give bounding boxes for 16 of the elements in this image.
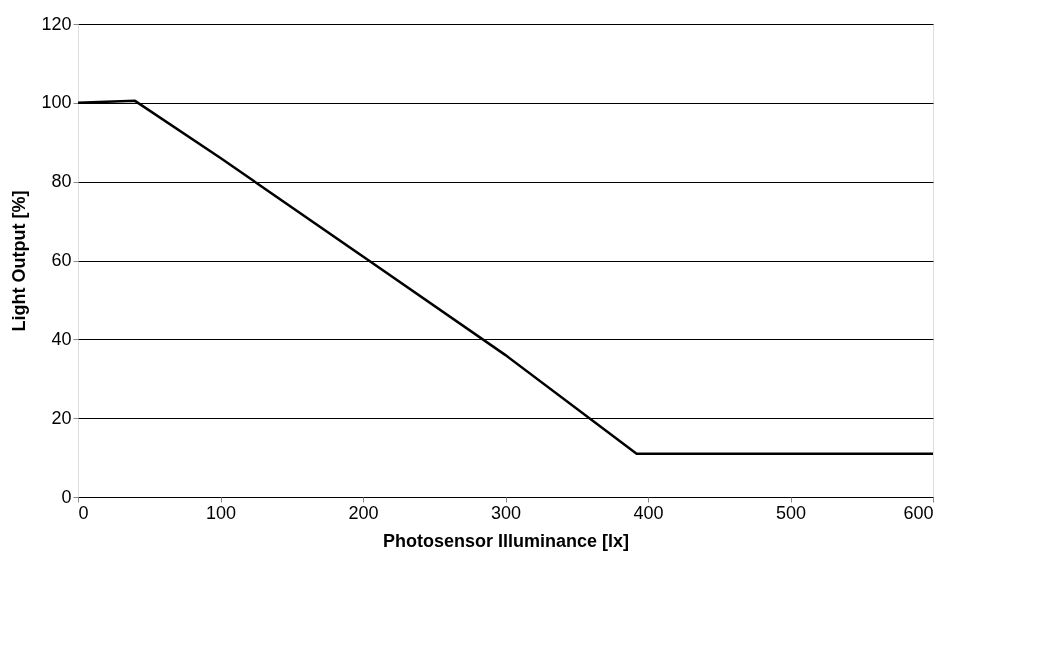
x-tick-label: 100 xyxy=(205,502,237,523)
y-tick-label: 20 xyxy=(51,407,72,428)
x-tick-label: 600 xyxy=(903,502,934,523)
y-tick-label: 60 xyxy=(51,250,72,270)
y-tick-label: 80 xyxy=(51,171,72,192)
y-tick-label: 40 xyxy=(51,328,72,349)
x-tick-label: 200 xyxy=(348,502,379,523)
y-axis-title: Light Output [%] xyxy=(9,190,30,332)
x-tick-label: 500 xyxy=(775,502,807,523)
x-tick-label: 300 xyxy=(490,502,522,523)
x-axis-title: Photosensor Illuminance [lx] xyxy=(382,530,630,551)
x-tick-label: 400 xyxy=(633,502,664,523)
x-tick-label: 0 xyxy=(78,502,89,523)
y-tick-label: 120 xyxy=(41,13,72,34)
y-tick-label: 100 xyxy=(41,92,72,113)
y-tick-label: 0 xyxy=(61,486,72,507)
